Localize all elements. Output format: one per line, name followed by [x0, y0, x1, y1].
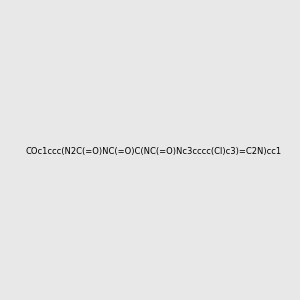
Text: COc1ccc(N2C(=O)NC(=O)C(NC(=O)Nc3cccc(Cl)c3)=C2N)cc1: COc1ccc(N2C(=O)NC(=O)C(NC(=O)Nc3cccc(Cl)… [26, 147, 282, 156]
